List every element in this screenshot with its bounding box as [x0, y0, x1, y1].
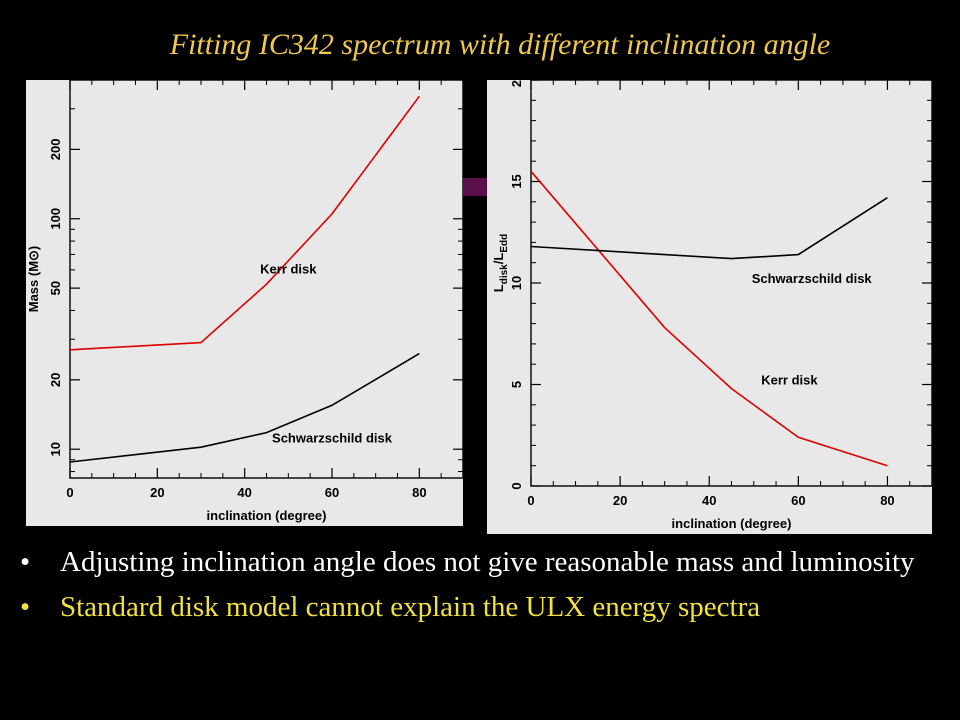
bullet-item: • Adjusting inclination angle does not g… [20, 548, 938, 577]
mass-chart-panel: 0 20 40 60 80 10 20 50 100 200 Kerr disk Schwarzsch… [26, 80, 463, 526]
schwarzschild-disk-line [69, 352, 420, 463]
luminosity-chart: 0 20 40 60 80 0 5 10 15 20 Schwarzschild disk Kerr … [491, 80, 932, 531]
series-label: Kerr disk [260, 261, 317, 276]
bullet-marker: • [20, 546, 31, 578]
y-tick-label: 200 [48, 139, 63, 161]
x-tick-label: 60 [791, 493, 805, 508]
series-label: Schwarzschild disk [752, 271, 873, 286]
kerr-disk-line [530, 170, 888, 467]
bullet-marker: • [20, 591, 31, 623]
x-tick-label: 20 [613, 493, 627, 508]
y-tick-label: 15 [509, 174, 524, 188]
slide-title: Fitting IC342 spectrum with different in… [169, 28, 831, 61]
bullet-text: Adjusting inclination angle does not giv… [60, 546, 915, 578]
series-label: Kerr disk [761, 373, 818, 388]
y-tick-label: 5 [509, 381, 524, 388]
x-tick-label: 40 [237, 485, 251, 500]
kerr-disk-line [69, 95, 420, 351]
plot-frame [69, 80, 463, 479]
bullet-item: • Standard disk model cannot explain the… [20, 593, 938, 622]
y-axis-label: Mass (M⊙) [26, 246, 41, 313]
plot-frame [530, 80, 932, 487]
x-tick-label: 80 [880, 493, 894, 508]
x-tick-label: 40 [702, 493, 716, 508]
x-tick-label: 0 [527, 493, 534, 508]
bullet-text: Standard disk model cannot explain the U… [60, 591, 761, 623]
x-axis-label: inclination (degree) [672, 516, 792, 531]
y-tick-label: 20 [509, 80, 524, 87]
x-axis-label: inclination (degree) [207, 508, 327, 523]
x-tick-label: 0 [66, 485, 73, 500]
y-axis-label: Ldisk/LEdd [491, 234, 510, 292]
x-tick-label: 20 [150, 485, 164, 500]
schwarzschild-disk-line [530, 197, 888, 260]
y-tick-label: 0 [509, 482, 524, 489]
y-tick-label: 100 [48, 208, 63, 230]
y-tick-label: 10 [509, 276, 524, 290]
bullet-list: • Adjusting inclination angle does not g… [20, 548, 938, 638]
y-tick-label: 50 [48, 281, 63, 295]
series-label: Schwarzschild disk [272, 430, 393, 445]
y-tick-label: 20 [48, 373, 63, 387]
luminosity-chart-panel: 0 20 40 60 80 0 5 10 15 20 Schwarzschild disk Kerr … [487, 80, 932, 534]
mass-chart: 0 20 40 60 80 10 20 50 100 200 Kerr disk Schwarzsch… [26, 80, 463, 523]
x-tick-label: 80 [412, 485, 426, 500]
accent-bar [463, 178, 487, 196]
y-tick-label: 10 [48, 442, 63, 456]
x-tick-label: 60 [325, 485, 339, 500]
